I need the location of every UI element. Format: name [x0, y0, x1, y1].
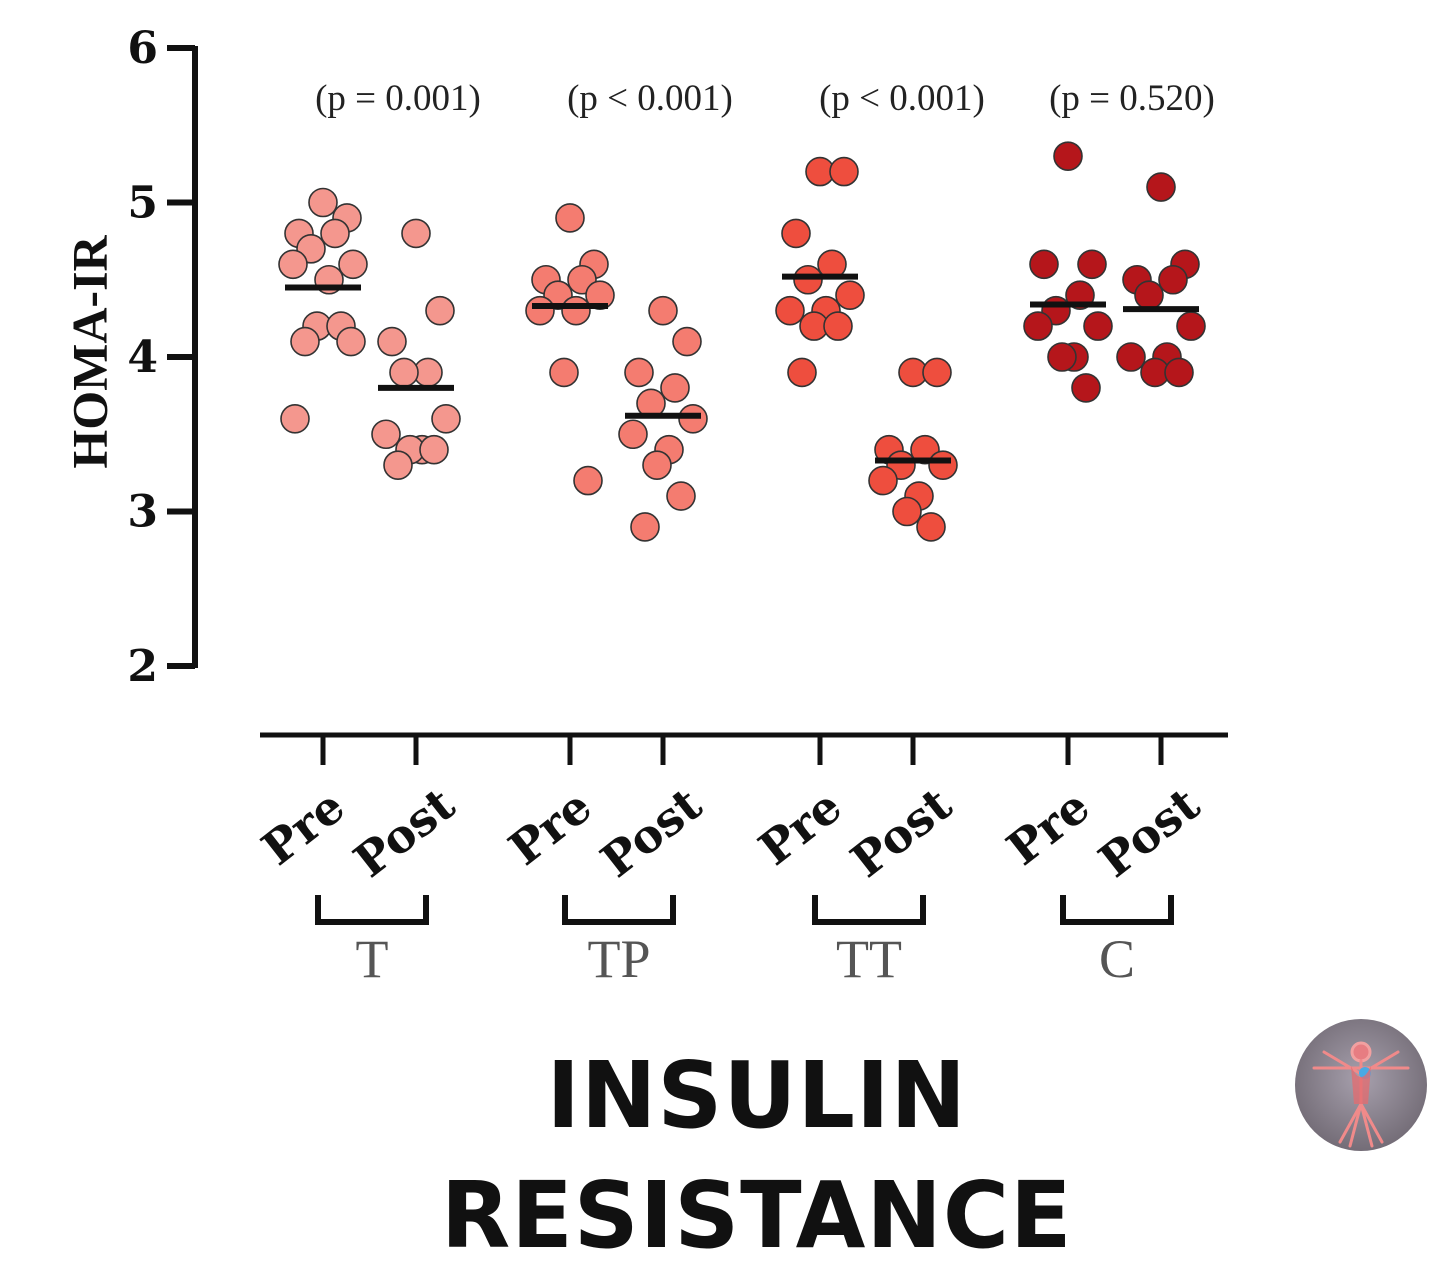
y-tick-label: 6	[127, 23, 158, 74]
y-tick-label: 5	[127, 178, 158, 229]
p-value-label: (p = 0.520)	[1049, 78, 1215, 119]
group-bracket	[562, 895, 676, 925]
data-point	[928, 450, 958, 480]
condition-label: Post	[841, 776, 962, 887]
data-point	[585, 280, 615, 311]
data-point	[383, 450, 413, 480]
condition-label: Pre	[997, 779, 1100, 876]
data-point	[320, 218, 350, 249]
data-point	[401, 218, 431, 249]
data-point	[892, 496, 922, 527]
vitruvian-man-icon	[1295, 1019, 1427, 1151]
condition-label: Pre	[749, 779, 852, 876]
data-point	[431, 403, 461, 434]
y-tick-label: 3	[127, 487, 158, 538]
data-point	[630, 512, 660, 542]
data-point	[916, 512, 946, 542]
data-point	[829, 156, 859, 187]
data-point	[775, 295, 805, 326]
data-point	[666, 481, 696, 511]
p-value-label: (p < 0.001)	[819, 78, 985, 119]
group-label: T	[356, 929, 389, 989]
data-point	[1083, 311, 1113, 341]
data-point	[419, 434, 449, 465]
data-point	[308, 187, 338, 218]
group-bracket	[812, 895, 926, 925]
data-point	[787, 357, 817, 388]
condition-label: Pre	[499, 779, 602, 876]
data-point	[290, 326, 320, 357]
data-point	[1146, 172, 1176, 202]
data-point	[648, 295, 678, 326]
data-point	[1071, 373, 1101, 403]
data-point	[618, 419, 648, 450]
data-point	[868, 465, 898, 496]
data-point	[823, 311, 853, 341]
data-point	[624, 357, 654, 388]
data-point	[389, 357, 419, 388]
data-point	[672, 326, 702, 357]
data-point	[555, 203, 585, 233]
data-point	[835, 280, 865, 311]
data-point	[1077, 249, 1107, 280]
y-tick-label: 2	[127, 641, 158, 692]
data-point	[1029, 249, 1059, 280]
data-point	[1134, 280, 1164, 311]
data-point	[280, 403, 310, 434]
data-point	[336, 326, 366, 357]
data-point	[1023, 311, 1053, 341]
condition-label: Post	[344, 776, 465, 887]
condition-label: Pre	[252, 779, 355, 876]
data-point	[573, 465, 603, 496]
data-point	[371, 419, 401, 450]
p-value-label: (p < 0.001)	[567, 78, 733, 119]
group-bracket	[1060, 895, 1174, 925]
data-point	[793, 264, 823, 295]
condition-label: Post	[591, 776, 712, 887]
data-point	[1053, 141, 1083, 171]
data-point	[561, 295, 591, 326]
p-value-label: (p = 0.001)	[315, 78, 481, 119]
data-point	[642, 450, 672, 480]
group-label: C	[1099, 929, 1135, 989]
y-tick-label: 4	[127, 332, 158, 383]
data-point	[1047, 342, 1077, 372]
data-point	[922, 357, 952, 388]
data-point	[549, 357, 579, 388]
group-bracket	[315, 895, 429, 925]
data-point	[338, 249, 368, 280]
data-point	[1158, 264, 1188, 295]
banner-title: INSULIN RESISTANCE	[440, 1042, 1073, 1269]
condition-label: Post	[1089, 776, 1210, 887]
data-point	[1116, 342, 1146, 372]
data-point	[425, 295, 455, 326]
data-point	[1164, 357, 1194, 388]
data-point	[1176, 311, 1206, 341]
data-point	[525, 295, 555, 326]
y-axis-title: HOMA-IR	[61, 234, 117, 468]
data-point	[278, 249, 308, 280]
data-point	[660, 373, 690, 403]
y-ticks: 2 3 4 5 6	[127, 23, 195, 692]
data-point	[678, 403, 708, 434]
group-label: TT	[836, 929, 902, 989]
data-point	[377, 326, 407, 357]
data-point	[781, 218, 811, 249]
group-label: TP	[587, 929, 650, 989]
